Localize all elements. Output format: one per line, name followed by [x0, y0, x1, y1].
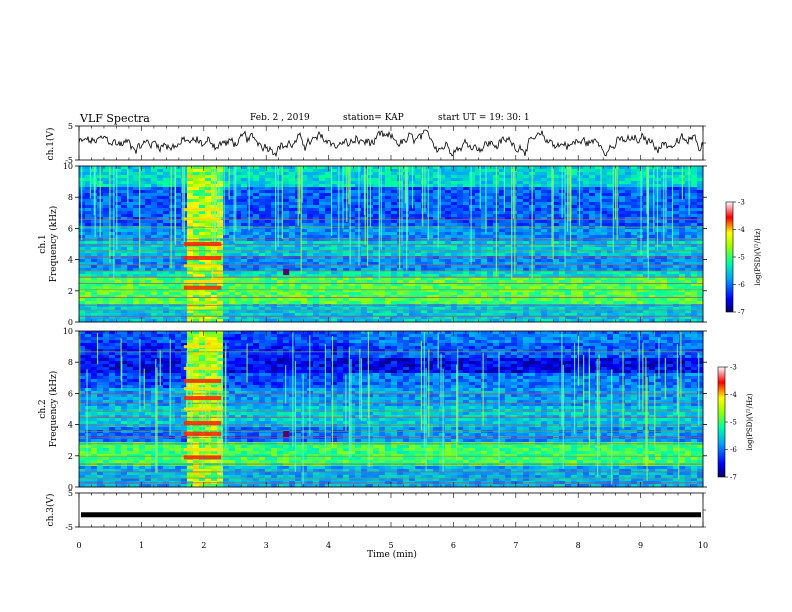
xtick-label: 2	[201, 541, 206, 550]
x-axis-label: Time (min)	[367, 549, 417, 560]
figure-title: VLF Spectra	[80, 112, 150, 125]
ch1-freq-label: Frequency (kHz)	[48, 206, 59, 283]
ch3-waveform-panel: 5 -5	[65, 489, 706, 532]
ytick-label: 5	[68, 489, 73, 498]
xtick-label: 6	[451, 541, 456, 550]
ch1-signal-line	[78, 129, 704, 158]
ch1-spectrogram-panel: 0 2 4 6 8 10	[63, 162, 707, 327]
ytick-label: 0	[68, 318, 73, 327]
xtick-label: 5	[388, 541, 393, 550]
ytick-label: 4	[68, 256, 73, 265]
colorbar-tick-label: -6	[730, 446, 737, 454]
axis-ticks: 0 1 2 3 4 5 6 7 8 9 10	[76, 126, 708, 550]
colorbar-ticks: -3 -4 -5 -6 -7 -3 -4 -5 -6 -7	[725, 199, 745, 482]
ytick-label: 6	[68, 224, 73, 233]
ch1-waveform-panel: 5 -5	[65, 122, 706, 165]
ytick-label: 8	[68, 193, 73, 202]
colorbar-tick-label: -4	[738, 226, 745, 234]
ytick-label: 10	[63, 327, 73, 336]
xtick-label: 0	[76, 541, 81, 550]
colorbar-tick-label: -4	[730, 391, 737, 399]
colorbar-tick-label: -3	[730, 364, 737, 372]
ytick-label: -5	[65, 156, 73, 165]
ch1-channel-label: ch.1	[38, 234, 48, 253]
start-time-label: start UT = 19: 30: 1	[438, 113, 530, 123]
colorbar-tick-label: -3	[738, 199, 745, 207]
ch2-channel-label: ch.2	[38, 399, 48, 418]
ytick-label: 2	[68, 287, 73, 296]
ytick-label: 0	[68, 483, 73, 492]
ch1-colorbar	[725, 201, 734, 313]
colorbar-tick-label: -5	[730, 419, 737, 427]
colorbar-tick-label: -7	[738, 309, 745, 317]
ytick-label: 5	[68, 122, 73, 131]
ch2-colorbar	[717, 366, 726, 478]
ytick-label: 2	[68, 452, 73, 461]
ytick-label: 6	[68, 389, 73, 398]
ytick-label: 4	[68, 421, 73, 430]
ch1-colorbar-label: log(PSD)(V²/Hz)	[754, 228, 762, 285]
xtick-label: 3	[264, 541, 269, 550]
ytick-label: 8	[68, 358, 73, 367]
ch1-ylabel: ch.1(V)	[45, 128, 56, 161]
xtick-label: 9	[638, 541, 643, 550]
ytick-label: 10	[63, 162, 73, 171]
colorbar-tick-label: -6	[738, 281, 745, 289]
date-label: Feb. 2 , 2019	[250, 113, 310, 123]
ch3-signal-line	[81, 512, 701, 518]
xtick-label: 1	[139, 541, 144, 550]
xtick-label: 8	[576, 541, 581, 550]
xtick-label: 7	[513, 541, 518, 550]
ch2-colorbar-label: log(PSD)(V²/Hz)	[746, 393, 754, 450]
station-label: station= KAP	[343, 113, 404, 123]
ytick-label: -5	[65, 523, 73, 532]
colorbar-tick-label: -5	[738, 254, 745, 262]
xtick-label: 4	[326, 541, 331, 550]
xtick-label: 10	[698, 541, 708, 550]
ch2-freq-label: Frequency (kHz)	[48, 371, 59, 448]
colorbar-tick-label: -7	[730, 474, 737, 482]
ch2-spectrogram-panel: 0 2 4 6 8 10	[63, 327, 707, 492]
ch3-ylabel: ch.3(V)	[45, 494, 56, 527]
